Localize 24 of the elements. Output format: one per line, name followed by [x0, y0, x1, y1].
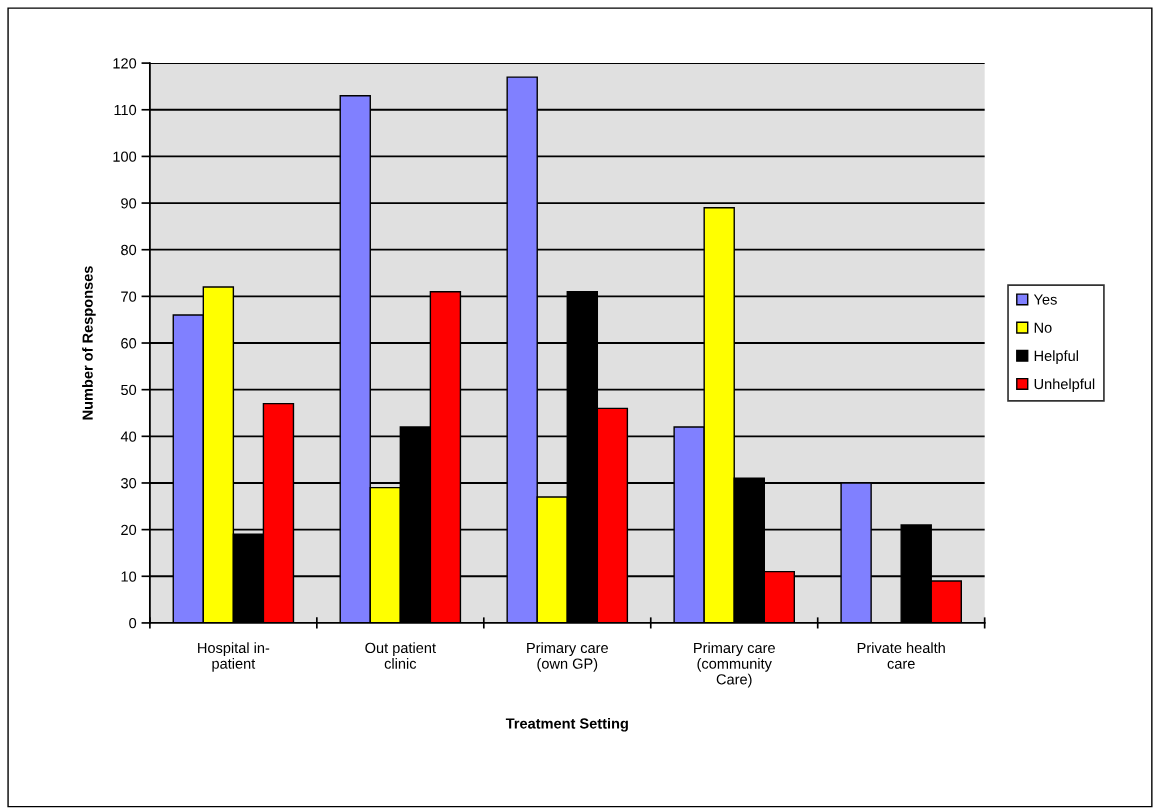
y-tick-label: 120 — [113, 58, 137, 69]
y-tick-label: 20 — [121, 524, 137, 536]
legend-label: No — [1034, 322, 1052, 333]
x-tick-label: Hospital in- patient — [198, 642, 270, 672]
y-axis-title: Number of Responses — [82, 266, 96, 420]
y-tick-label: 0 — [129, 618, 137, 629]
x-axis-title: Treatment Setting — [505, 717, 628, 732]
y-tick-label: 10 — [121, 571, 137, 582]
legend-label: Unhelpful — [1034, 378, 1095, 393]
y-tick-label: 90 — [121, 198, 137, 209]
y-tick-label: 50 — [121, 384, 137, 396]
legend-label: Yes — [1033, 294, 1057, 305]
x-tick-label: Primary care (community Care) — [694, 642, 775, 688]
y-tick-label: 80 — [121, 244, 137, 256]
y-tick-label: 40 — [120, 431, 137, 442]
x-tick-label: Out patient clinic — [365, 642, 436, 669]
legend-label: Helpful — [1034, 350, 1078, 364]
x-tick-label: Private health care — [857, 642, 945, 669]
y-tick-label: 30 — [121, 478, 137, 489]
y-tick-label: 60 — [121, 338, 137, 349]
y-tick-label: 70 — [121, 291, 137, 302]
x-tick-label: Primary care (own GP) — [527, 642, 608, 672]
y-tick-label: 110 — [114, 104, 137, 116]
y-tick-label: 100 — [113, 151, 137, 162]
